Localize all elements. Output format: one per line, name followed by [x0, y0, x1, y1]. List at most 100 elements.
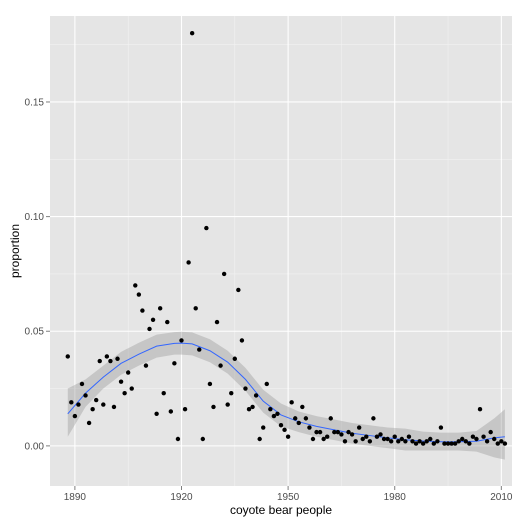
data-point — [218, 363, 223, 368]
data-point — [492, 436, 497, 442]
y-tick-label: 0.10 — [25, 212, 45, 223]
data-point — [101, 402, 106, 407]
x-tick-label: 2010 — [490, 492, 513, 503]
data-point — [481, 434, 486, 439]
data-point — [356, 425, 362, 430]
data-point — [108, 358, 113, 364]
data-point — [438, 425, 444, 430]
data-point — [442, 441, 447, 446]
data-point — [495, 441, 500, 446]
y-axis-title: proportion — [8, 224, 22, 278]
data-point — [353, 439, 358, 444]
data-point — [65, 354, 70, 359]
data-point — [76, 402, 81, 407]
data-point — [140, 308, 145, 313]
data-point — [264, 381, 269, 387]
data-point — [271, 413, 277, 419]
data-point — [229, 390, 234, 396]
data-point — [364, 434, 369, 439]
x-tick-label: 1890 — [64, 492, 87, 503]
data-point — [371, 416, 376, 421]
data-point — [285, 434, 291, 439]
data-point — [456, 439, 461, 444]
data-point — [239, 338, 245, 343]
data-point — [72, 413, 78, 419]
data-point — [289, 400, 294, 405]
data-point — [342, 439, 348, 444]
data-point — [296, 420, 301, 426]
minor-grid — [50, 16, 512, 486]
data-point — [136, 292, 142, 297]
smooth-line — [67, 342, 505, 443]
data-point — [214, 319, 220, 325]
x-tick-label: 1920 — [170, 492, 193, 503]
data-point — [143, 363, 149, 368]
data-point — [232, 356, 237, 361]
data-point — [133, 283, 138, 288]
data-point — [250, 404, 255, 410]
data-point — [396, 439, 401, 444]
data-point — [179, 338, 184, 343]
major-grid — [50, 16, 512, 486]
data-point — [385, 436, 390, 442]
data-point — [282, 427, 287, 433]
confidence-ribbon — [67, 331, 505, 460]
data-point — [332, 429, 337, 435]
x-axis-title: coyote bear people — [230, 503, 332, 517]
data-point — [157, 306, 163, 311]
data-point — [122, 390, 127, 396]
data-point — [111, 404, 117, 410]
data-point — [243, 386, 248, 391]
data-point — [154, 411, 159, 416]
data-point — [97, 358, 102, 364]
y-tick-label: 0.05 — [25, 327, 45, 338]
data-point — [499, 439, 504, 444]
data-point — [165, 319, 170, 325]
data-point — [470, 434, 476, 439]
data-point — [449, 441, 454, 446]
y-axis: 0.00 0.05 0.10 0.15 — [25, 97, 50, 452]
data-point — [204, 225, 209, 231]
data-point — [378, 432, 383, 437]
data-point — [410, 439, 415, 444]
data-point — [94, 397, 99, 403]
data-point — [460, 436, 465, 442]
data-point — [303, 416, 309, 421]
data-point — [321, 436, 326, 442]
data-point — [346, 429, 351, 435]
data-point — [367, 439, 373, 444]
data-point — [125, 370, 131, 375]
data-point — [268, 407, 273, 412]
data-point — [360, 436, 365, 442]
x-axis: 1890 1920 1950 1980 2010 — [64, 486, 513, 503]
data-point — [314, 429, 319, 435]
x-tick-label: 1950 — [277, 492, 300, 503]
data-point — [161, 390, 166, 396]
data-point — [310, 436, 316, 442]
data-point — [86, 420, 92, 426]
data-point — [211, 404, 216, 410]
data-point — [207, 381, 213, 387]
data-point — [488, 429, 493, 435]
data-point — [435, 439, 440, 444]
data-point — [474, 436, 479, 442]
data-point — [399, 436, 405, 442]
data-point — [200, 436, 206, 442]
data-point — [118, 379, 124, 384]
data-point — [339, 432, 344, 437]
data-point — [388, 439, 394, 444]
data-point — [182, 407, 188, 412]
data-point — [477, 407, 483, 412]
data-point — [172, 361, 177, 366]
data-point — [445, 441, 451, 446]
data-point — [413, 441, 419, 446]
data-point — [417, 439, 422, 444]
data-point — [90, 407, 95, 412]
data-point — [225, 402, 230, 407]
data-point — [275, 411, 280, 416]
data-point — [221, 271, 227, 277]
data-point — [403, 439, 408, 444]
data-point — [261, 425, 266, 430]
data-point — [175, 436, 181, 442]
data-point — [406, 434, 412, 439]
